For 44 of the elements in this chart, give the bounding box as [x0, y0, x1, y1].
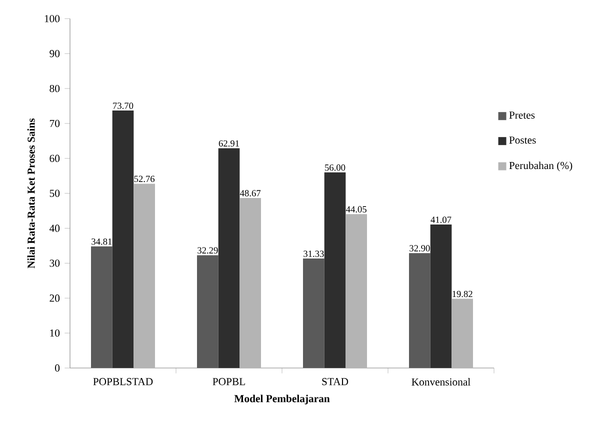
bar [197, 255, 218, 368]
y-tick-label: 40 [50, 224, 60, 232]
legend-label: Perubahan (%) [509, 162, 572, 172]
data-label: 62.91 [218, 140, 239, 147]
data-label: 31.33 [304, 250, 324, 257]
bar [324, 172, 346, 368]
y-tick-label: 20 [50, 294, 60, 302]
y-tick-label: 90 [50, 50, 60, 58]
y-tick-label: 0 [55, 364, 60, 372]
bar [430, 224, 452, 368]
data-label: 48.67 [240, 190, 261, 196]
bar [134, 184, 156, 368]
x-tick-label: POPBLSTAD [93, 378, 153, 386]
data-label: 41.07 [430, 216, 452, 223]
x-tick-label: STAD [322, 378, 348, 386]
data-label: 73.70 [113, 102, 134, 109]
y-tick-label: 80 [50, 84, 60, 92]
y-tick-label: 10 [50, 329, 60, 337]
bar [218, 148, 240, 368]
bar [452, 298, 474, 368]
data-label: 32.90 [410, 245, 430, 252]
y-axis-title: Nilai Rata-Rata Ket Proses Sains [27, 118, 35, 268]
y-tick-label: 60 [50, 154, 60, 162]
legend-label: Postes [509, 136, 536, 144]
bar [409, 253, 430, 368]
x-tick-label: POPBL [212, 378, 245, 386]
bar [112, 110, 134, 368]
bar [240, 198, 262, 368]
data-label: 19.82 [452, 290, 472, 298]
data-label: 44.05 [346, 206, 366, 213]
bar [303, 258, 324, 368]
y-tick-label: 70 [50, 120, 60, 128]
bar [91, 246, 112, 368]
y-tick-label: 30 [50, 260, 60, 267]
data-label: 34.81 [92, 238, 112, 245]
data-label: 56.00 [325, 164, 346, 171]
data-label: 32.29 [198, 247, 218, 254]
y-tick-label: 50 [50, 190, 60, 197]
legend-label: Pretes [509, 112, 535, 119]
bar [346, 214, 367, 368]
data-label: 52.76 [134, 176, 155, 182]
y-tick-label: 100 [44, 15, 60, 22]
x-tick-label: Konvensional [412, 378, 470, 386]
x-axis-title: Model Pembelajaran [234, 394, 330, 404]
